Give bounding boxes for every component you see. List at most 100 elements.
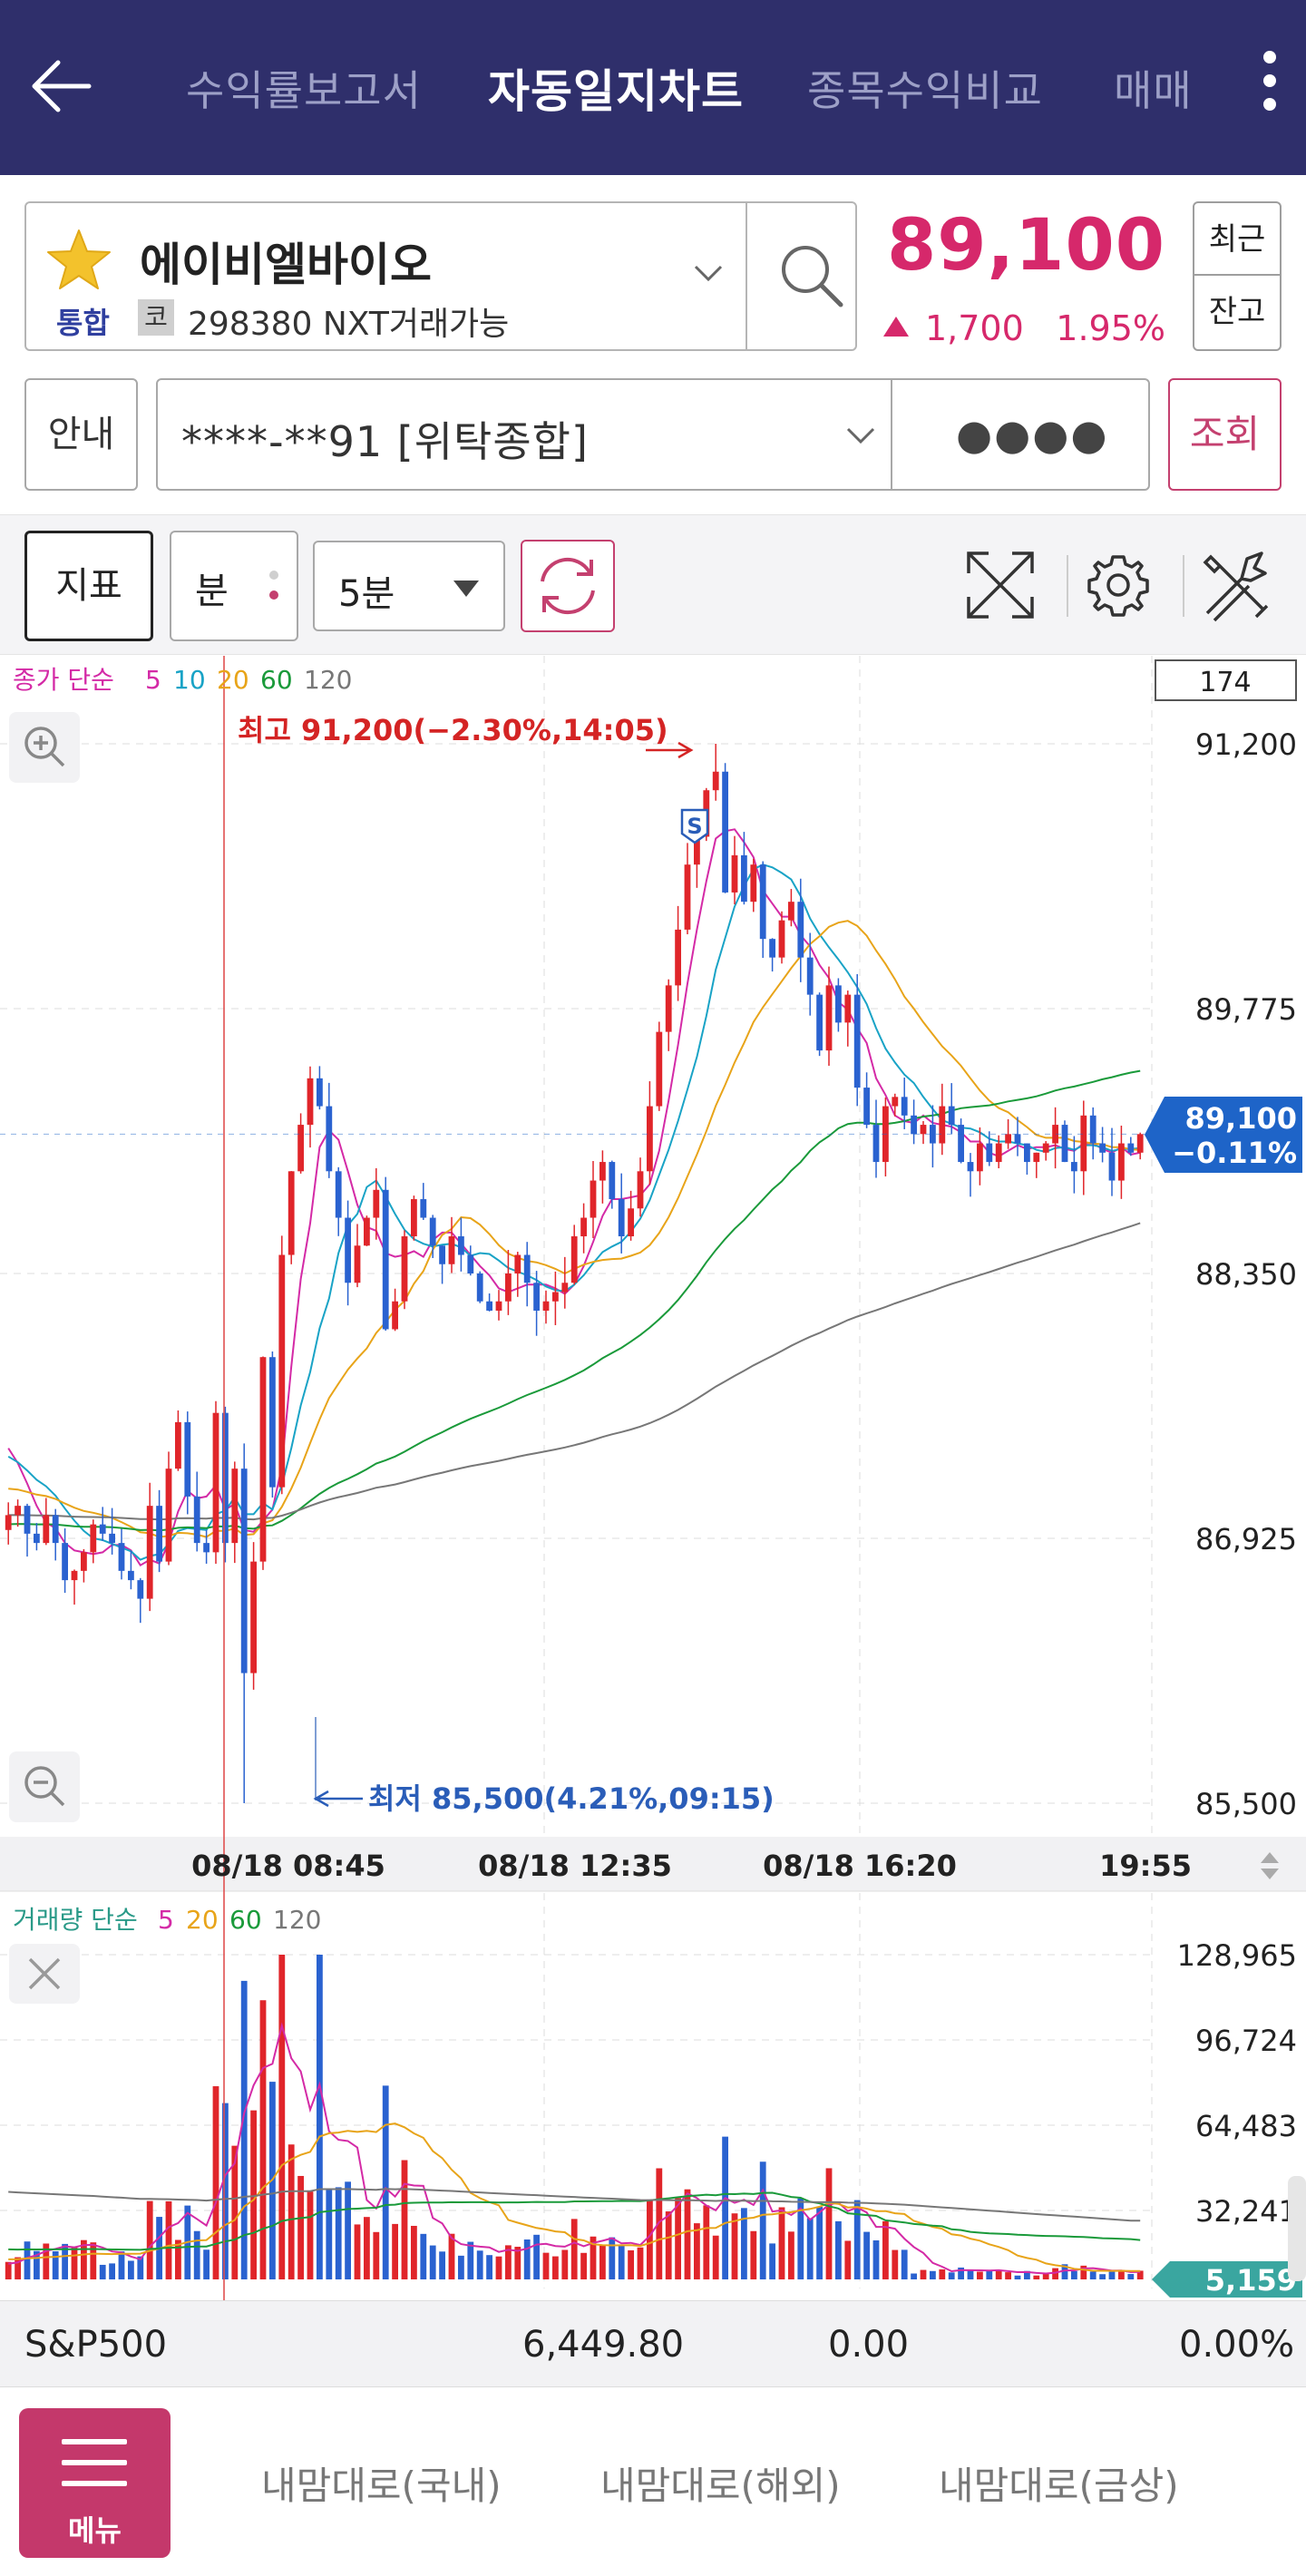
candle <box>99 1524 106 1534</box>
tab-trade[interactable]: 매매 <box>1114 66 1193 115</box>
volume-bar <box>240 1980 248 2279</box>
volume-bar <box>5 2261 12 2279</box>
candle <box>184 1421 191 1497</box>
gear-icon[interactable] <box>1077 544 1159 626</box>
search-icon[interactable] <box>775 239 848 312</box>
period-type-label: 분 <box>195 571 229 612</box>
candle <box>345 1217 351 1283</box>
chevron-down-icon[interactable] <box>843 416 879 453</box>
hamburger-icon <box>62 2439 127 2444</box>
volume-bar <box>146 2200 153 2279</box>
balance-button[interactable]: 잔고 <box>1208 294 1266 330</box>
candle <box>797 902 804 958</box>
recent-button[interactable]: 최근 <box>1194 203 1280 276</box>
tab-stock-return-compare[interactable]: 종목수익비교 <box>807 66 1043 115</box>
tab-return-report[interactable]: 수익률보고서 <box>186 66 422 115</box>
candle <box>570 1236 578 1283</box>
volume-bar <box>429 2245 436 2279</box>
x-axis: 08/18 08:45 08/18 12:35 08/18 16:20 19:55 <box>191 1849 1192 1883</box>
legend-period: 5 <box>158 1905 174 1935</box>
candle <box>222 1412 229 1544</box>
price-y-tick: 91,200 <box>1195 727 1297 762</box>
candle <box>1024 1143 1030 1163</box>
zoom-in-icon[interactable] <box>9 712 80 783</box>
query-button[interactable]: 조회 <box>1168 378 1282 491</box>
price-change-percent: 1.95% <box>1056 308 1165 348</box>
current-volume-tag-label: 5,159 <box>1205 2263 1297 2298</box>
fullscreen-icon[interactable] <box>960 544 1041 626</box>
zoom-out-icon[interactable] <box>9 1751 80 1822</box>
signal-marker[interactable]: S <box>680 808 709 844</box>
volume-bar <box>694 2223 700 2279</box>
x-axis-scroll-icon[interactable] <box>1261 1852 1279 1879</box>
volume-bar <box>967 2270 974 2279</box>
volume-bar <box>647 2200 653 2279</box>
close-icon[interactable] <box>9 1944 80 2004</box>
candle <box>486 1301 492 1311</box>
volume-bar <box>533 2234 540 2279</box>
volume-bar <box>52 2250 59 2279</box>
indicator-button[interactable]: 지표 <box>24 531 153 641</box>
candle <box>939 1106 946 1144</box>
interval-select[interactable]: 5분 <box>313 541 505 631</box>
refresh-button[interactable] <box>521 540 615 632</box>
candle <box>1099 1143 1106 1153</box>
volume-bars <box>5 1955 1144 2279</box>
current-change-tag-label: −0.11% <box>1172 1136 1297 1170</box>
legend-period: 120 <box>273 1905 321 1935</box>
period-type-button[interactable]: 분 <box>170 531 298 641</box>
volume-bar <box>222 2103 229 2279</box>
divider <box>891 380 892 489</box>
tab-auto-journal-chart[interactable]: 자동일지차트 <box>488 65 744 118</box>
stock-selector[interactable]: 에이비엘바이오 통합 코 298380 NXT거래가능 <box>24 201 857 351</box>
price-y-axis: 91,200 89,775 88,350 86,925 85,500 <box>1195 727 1297 1821</box>
price-y-tick: 85,500 <box>1195 1787 1297 1821</box>
scroll-handle[interactable] <box>1288 2176 1306 2281</box>
exchange-badge: 코 <box>138 299 174 336</box>
price-candles <box>0 744 1145 1803</box>
account-selector[interactable]: ****-**91 [위탁종합] ●●●● <box>156 378 1150 491</box>
candle <box>609 1162 616 1200</box>
signal-marker-label: S <box>687 814 702 839</box>
more-menu-icon[interactable] <box>1259 51 1281 123</box>
candle <box>863 1088 870 1126</box>
index-ticker[interactable]: S&P500 6,449.80 0.00 0.00% <box>0 2300 1306 2387</box>
favorite-star-icon[interactable] <box>46 229 112 290</box>
visible-count-box[interactable] <box>1155 659 1297 701</box>
volume-bar <box>797 2198 804 2279</box>
menu-button[interactable]: 메뉴 <box>19 2408 171 2558</box>
info-button[interactable]: 안내 <box>24 378 138 491</box>
password-field[interactable]: ●●●● <box>956 410 1109 459</box>
volume-bar <box>250 2110 257 2279</box>
high-arrow-icon <box>646 741 694 759</box>
back-arrow-icon[interactable] <box>25 50 98 122</box>
candle <box>317 1078 323 1107</box>
candle <box>778 920 785 958</box>
candle <box>165 1469 172 1562</box>
candle <box>590 1180 597 1218</box>
link-custom-domestic[interactable]: 내맘대로(국내) <box>261 2464 502 2508</box>
candle <box>326 1106 333 1172</box>
volume-bar <box>1052 2268 1058 2279</box>
candle <box>637 1171 644 1209</box>
candle <box>552 1292 559 1302</box>
volume-bar <box>118 2251 125 2279</box>
candle <box>335 1171 342 1218</box>
volume-bar <box>778 2207 785 2279</box>
candle <box>15 1506 21 1516</box>
chart-toolbar: 지표 분 5분 <box>0 514 1306 655</box>
chevron-down-icon[interactable] <box>690 254 726 290</box>
divider <box>746 203 747 349</box>
candle <box>382 1189 389 1330</box>
volume-bar <box>901 2249 908 2279</box>
candle <box>533 1283 540 1311</box>
link-custom-commodity[interactable]: 내맘대로(금상) <box>939 2464 1179 2508</box>
candle <box>354 1245 361 1283</box>
price-chart[interactable]: 종가 단순 5 10 20 60 120 174 91,200 89,775 88,350 8… <box>0 656 1306 2300</box>
candle <box>986 1143 993 1163</box>
tools-icon[interactable] <box>1194 544 1276 626</box>
volume-bar <box>373 2231 380 2279</box>
link-custom-overseas[interactable]: 내맘대로(해외) <box>600 2464 841 2508</box>
volume-bar <box>99 2264 106 2279</box>
candle <box>62 1543 68 1581</box>
